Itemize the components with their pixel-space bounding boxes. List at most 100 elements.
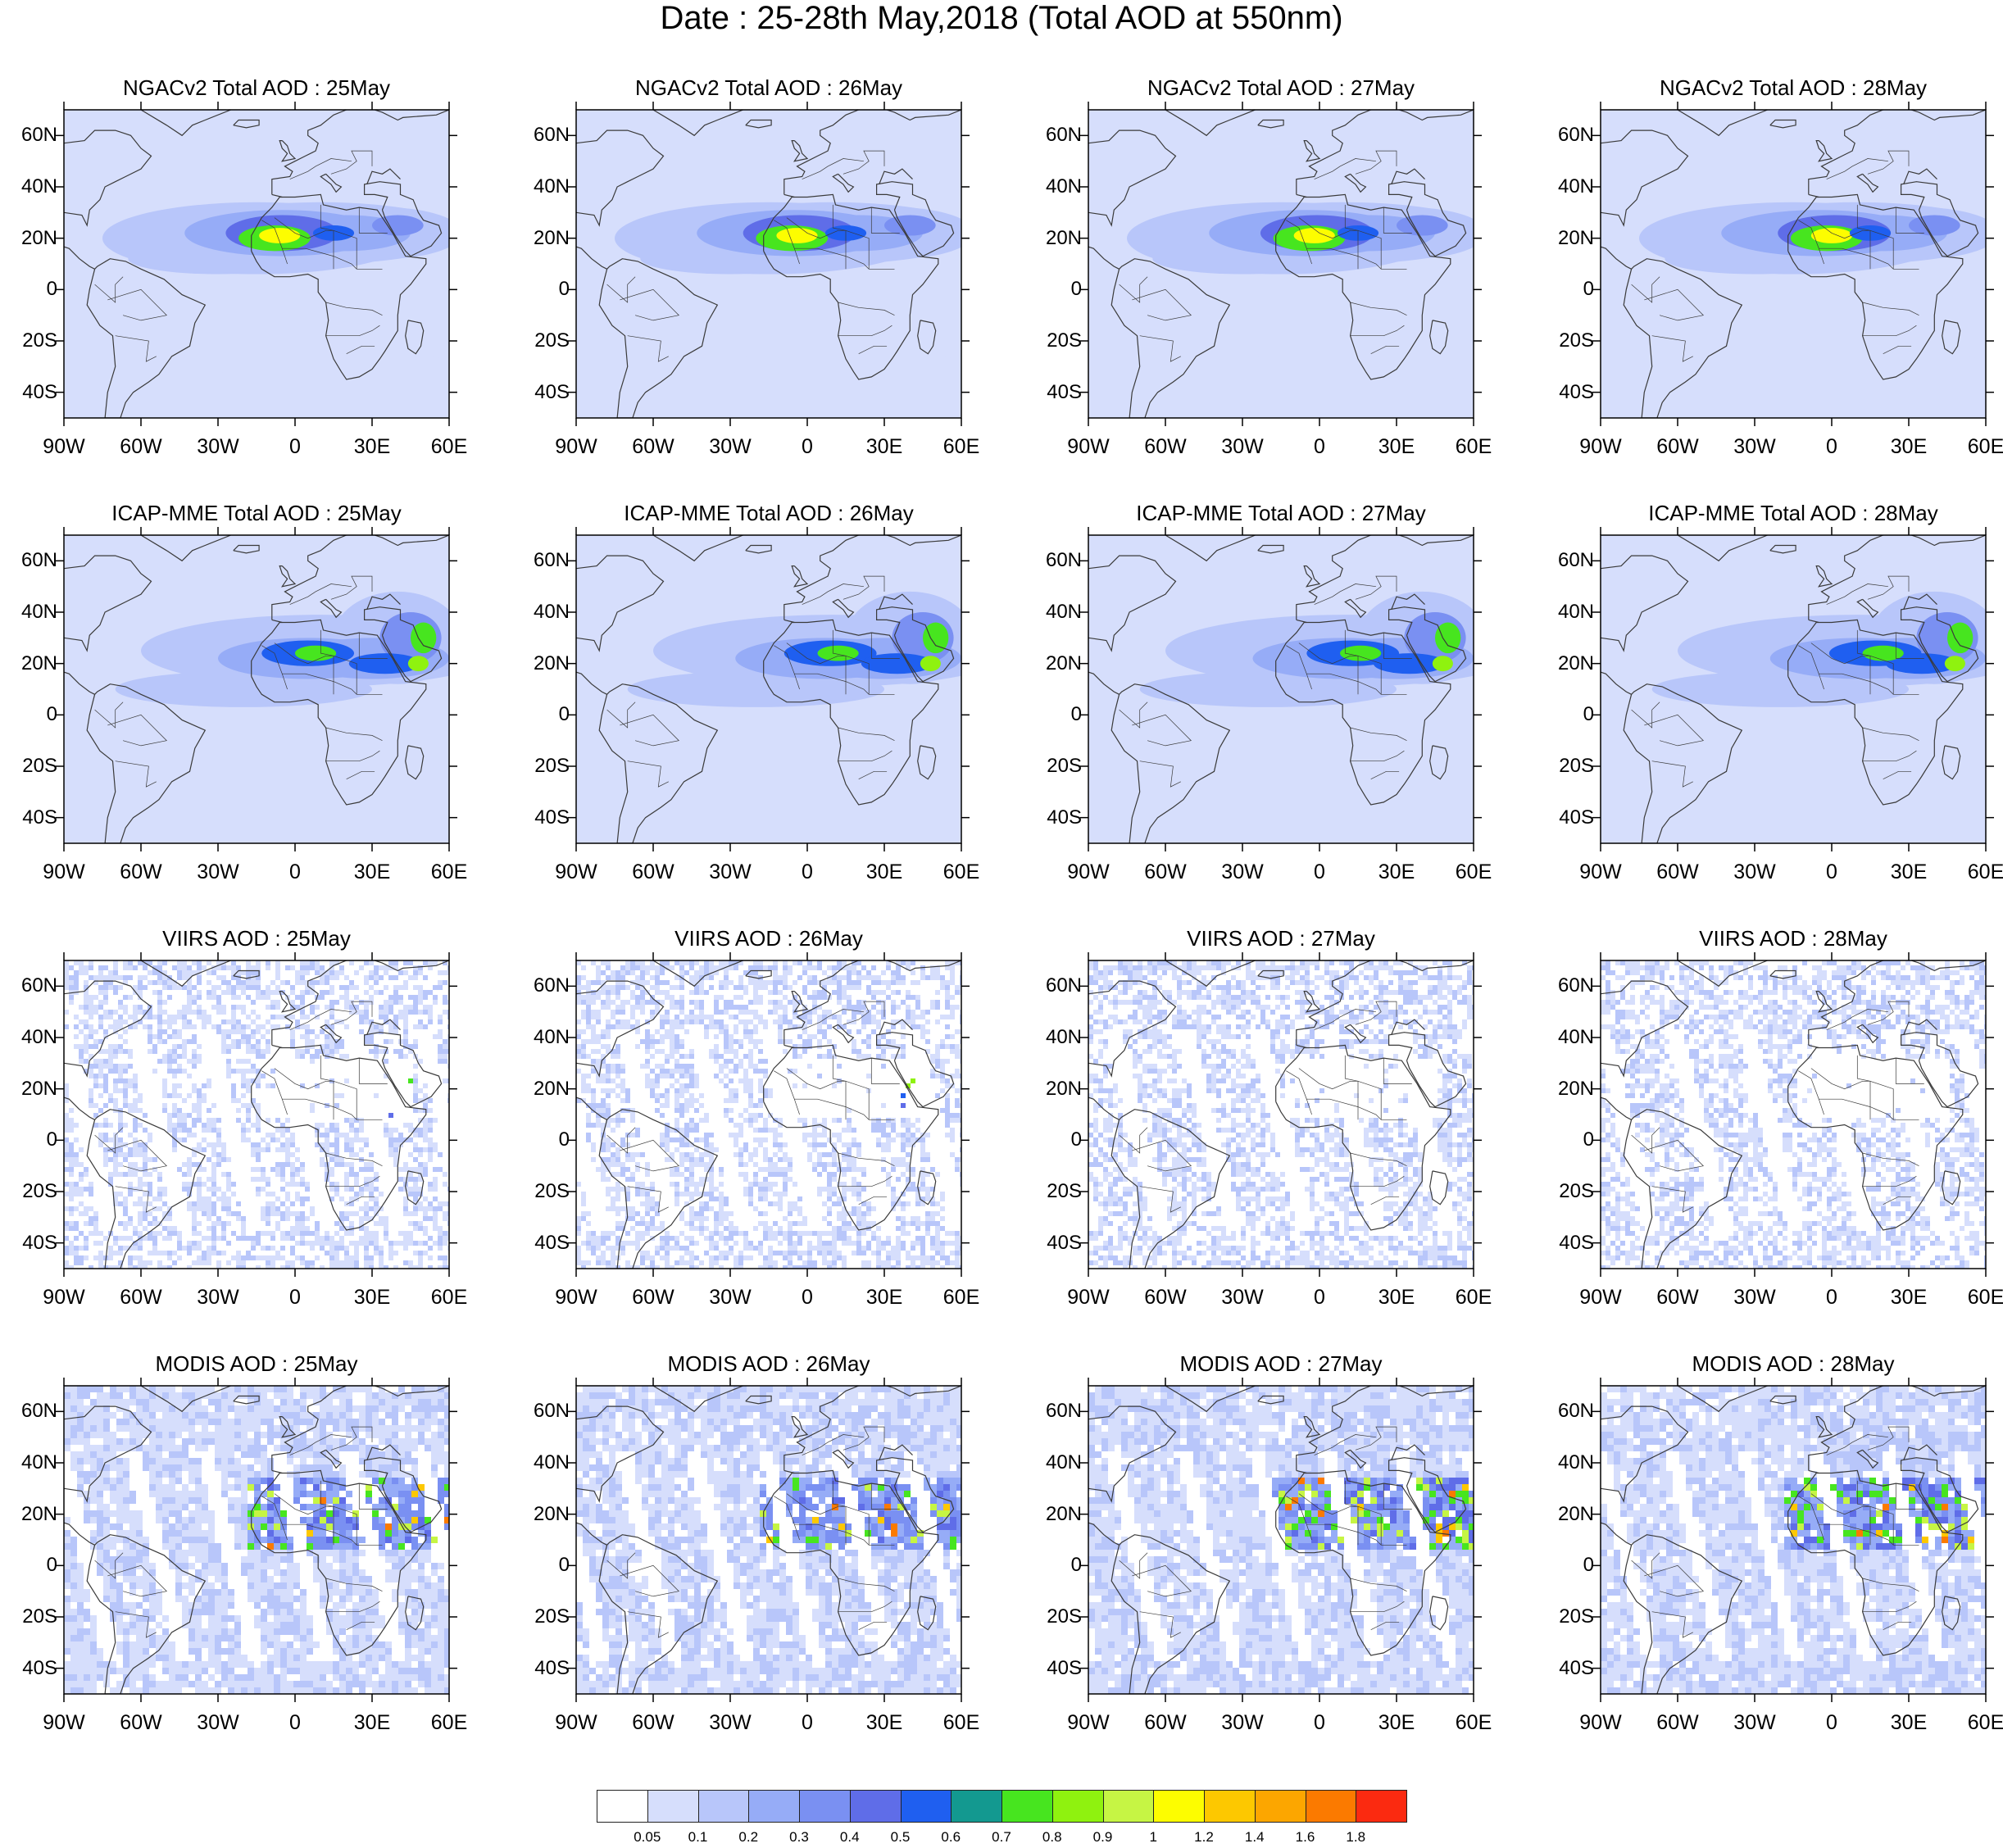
- coastline: [783, 110, 961, 195]
- coastline: [1787, 193, 1964, 380]
- lon-label: 30W: [197, 435, 239, 458]
- lon-label: 30W: [1221, 1286, 1264, 1309]
- coastline: [64, 246, 95, 270]
- coastline: [1808, 1386, 1986, 1471]
- country-border: [325, 302, 383, 316]
- coastline: [271, 960, 449, 1046]
- coastline: [279, 1415, 297, 1438]
- country-border: [1314, 1434, 1376, 1455]
- panel-title: NGACv2 Total AOD : 25May: [122, 75, 391, 100]
- country-border: [320, 204, 334, 270]
- coastline: [1942, 1170, 1961, 1206]
- coastline: [1344, 1024, 1367, 1044]
- map-frame: [575, 534, 962, 844]
- coastline: [1429, 1170, 1449, 1206]
- lat-label: 0: [558, 1554, 570, 1577]
- lon-label: 30E: [1890, 1711, 1928, 1734]
- coastline: [745, 119, 772, 129]
- lon-label: 60E: [1455, 860, 1492, 883]
- coastline: [1296, 960, 1474, 1046]
- coastline: [879, 1444, 913, 1461]
- coastline: [1808, 960, 1986, 1046]
- lat-label: 20N: [1045, 226, 1082, 249]
- lon-label: 60E: [942, 1286, 980, 1309]
- coastline: [1391, 1444, 1425, 1461]
- country-border: [1856, 1480, 1871, 1546]
- country-border: [870, 1483, 900, 1510]
- map-panel: NGACv2 Total AOD : 28May 60N 40N 20N 0 20S 40S…: [1537, 75, 2003, 502]
- country-border: [1314, 1009, 1376, 1030]
- coastline: [1388, 1457, 1467, 1533]
- coastline: [576, 980, 665, 1078]
- country-border: [1355, 575, 1397, 600]
- lat-label: 40N: [1557, 175, 1594, 198]
- coastline: [1275, 619, 1451, 806]
- country-border: [1286, 1496, 1312, 1541]
- country-border: [261, 220, 288, 265]
- coastline: [1088, 1405, 1177, 1503]
- aod-field: [627, 671, 884, 707]
- country-border: [606, 1552, 636, 1579]
- aod-field: [1242, 346, 1474, 388]
- coastline: [1677, 960, 1768, 988]
- country-border: [1383, 1058, 1412, 1084]
- lon-label: 30E: [353, 1711, 391, 1734]
- aod-field: [259, 228, 301, 243]
- coastline: [1296, 1386, 1474, 1471]
- country-border: [320, 1055, 334, 1120]
- coastline: [1901, 1032, 1979, 1108]
- colorbar-label: 1: [1149, 1829, 1157, 1845]
- coastline: [1623, 1534, 1743, 1694]
- lon-label: 0: [1314, 860, 1325, 883]
- coastline: [1388, 181, 1467, 257]
- lat-label: 40N: [533, 175, 570, 198]
- coastline: [1165, 110, 1256, 137]
- country-border: [774, 1496, 800, 1541]
- country-border: [1883, 770, 1912, 780]
- country-border: [843, 150, 885, 175]
- coastline: [1787, 1044, 1964, 1231]
- coastline: [917, 320, 937, 355]
- country-border: [1350, 1601, 1405, 1613]
- coastline: [917, 1170, 937, 1206]
- coastline: [791, 990, 809, 1013]
- aod-map: [56, 952, 457, 1277]
- coastline: [64, 555, 152, 652]
- coastline: [1088, 671, 1120, 695]
- country-border: [606, 702, 636, 729]
- country-border: [838, 1601, 892, 1613]
- colorbar-swatch: [748, 1790, 800, 1823]
- lon-label: 90W: [555, 435, 597, 458]
- lat-label: 60N: [1557, 974, 1594, 997]
- coastline: [1677, 1386, 1768, 1413]
- country-border: [832, 1480, 847, 1546]
- lon-label: 90W: [1067, 1711, 1110, 1734]
- aod-field: [1810, 228, 1853, 243]
- lat-label: 20N: [1557, 226, 1594, 249]
- map-panel: ICAP-MME Total AOD : 28May 60N 40N 20N 0 20S 4…: [1537, 501, 2003, 927]
- coastline: [832, 1449, 855, 1469]
- country-border: [1344, 1480, 1359, 1546]
- lat-label: 40S: [1559, 806, 1594, 829]
- panel-title: ICAP-MME Total AOD : 27May: [1136, 501, 1426, 525]
- country-border: [1867, 1426, 1910, 1451]
- coastline: [405, 320, 425, 355]
- coastline: [271, 1044, 283, 1049]
- coastline: [879, 1019, 913, 1036]
- country-border: [1132, 1139, 1192, 1172]
- colorbar-swatch: [697, 1790, 750, 1823]
- retrieval-pixels: [576, 960, 961, 1269]
- coastline: [1808, 619, 1819, 624]
- coastline: [598, 683, 719, 843]
- coastline: [763, 1044, 939, 1231]
- country-border: [802, 583, 864, 605]
- coastline: [1165, 960, 1256, 988]
- country-border: [115, 1611, 157, 1638]
- lat-label: 20S: [534, 329, 570, 352]
- lon-label: 60W: [632, 435, 674, 458]
- country-border: [1132, 288, 1192, 321]
- lat-label: 20S: [1047, 1605, 1082, 1628]
- colorbar-swatch: [1204, 1790, 1256, 1823]
- lat-label: 20S: [534, 1605, 570, 1628]
- country-border: [1798, 1070, 1824, 1115]
